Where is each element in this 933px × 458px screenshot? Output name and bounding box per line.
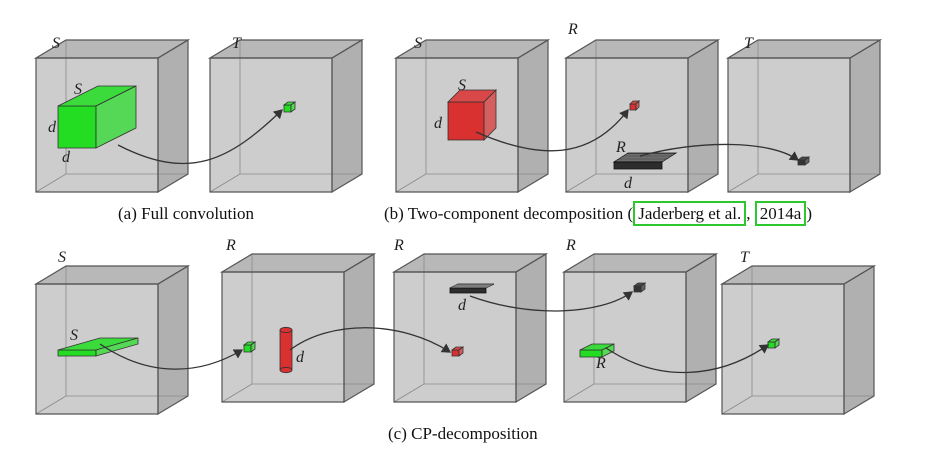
arrow-b-2	[639, 143, 800, 161]
kernel-red-slab	[447, 89, 497, 141]
label-a-input-S: S	[52, 35, 60, 52]
caption-two-component-suffix: )	[806, 204, 812, 223]
caption-full-convolution: (a) Full convolution	[118, 204, 254, 223]
caption-two-component-sep: ,	[746, 204, 755, 223]
kernel-green-bar-2	[579, 343, 615, 358]
voxel-c-r1-green	[242, 341, 257, 353]
kernel-dark-bar	[449, 283, 495, 294]
label-b-kernel-d: d	[434, 115, 443, 132]
citation-link-authors[interactable]: Jaderberg et al.	[633, 201, 747, 226]
label-c-input-S: S	[58, 249, 66, 266]
label-c-cyl-d: d	[296, 349, 305, 366]
tensor-box-c-r3	[561, 252, 719, 404]
label-b-middle-R: R	[567, 21, 578, 38]
label-a-kernel-d-side: d	[48, 119, 57, 136]
label-b-kernel-S: S	[458, 77, 466, 94]
label-b-output-T: T	[744, 35, 754, 52]
full-kernel-green	[57, 85, 137, 149]
arrow-c-1	[99, 343, 244, 370]
output-voxel-b	[796, 156, 811, 166]
arrow-a	[117, 109, 283, 165]
tensor-box-c-output	[719, 264, 877, 416]
citation-link-year[interactable]: 2014a	[754, 201, 807, 226]
kernel-red-cylinder	[279, 326, 293, 374]
arrow-b-1	[475, 108, 629, 152]
label-b-slab-d: d	[624, 175, 633, 192]
arrow-c-3	[469, 291, 634, 312]
caption-two-component-prefix: (b) Two-component decomposition (	[384, 204, 634, 223]
voxel-c-r2-red	[450, 346, 465, 357]
label-c-r1-R: R	[225, 237, 236, 254]
output-voxel-c	[766, 338, 781, 349]
label-b-slab-R: R	[615, 139, 626, 156]
label-c-r3-R: R	[565, 237, 576, 254]
intermediate-voxel-red	[629, 100, 640, 111]
caption-cp-decomposition: (c) CP-decomposition	[388, 424, 538, 443]
label-a-output-T: T	[232, 35, 242, 52]
kernel-dark-slab	[612, 152, 678, 170]
kernel-green-bar	[57, 337, 139, 357]
arrow-c-2	[289, 327, 452, 353]
voxel-c-r3-dark	[632, 282, 647, 293]
output-voxel-a	[282, 101, 297, 113]
label-a-kernel-S: S	[74, 81, 82, 98]
label-c-kernel-S: S	[70, 327, 78, 344]
tensor-box-c-input	[33, 264, 191, 416]
tensor-box-c-r2	[391, 252, 549, 404]
tensor-box-b-output	[725, 38, 883, 194]
label-c-bar2-R: R	[595, 355, 606, 372]
label-c-r2-R: R	[393, 237, 404, 254]
tensor-box-a-output	[207, 38, 365, 194]
caption-two-component: (b) Two-component decomposition (Jaderbe…	[384, 201, 812, 226]
arrow-c-4	[605, 344, 770, 374]
label-c-output-T: T	[740, 249, 750, 266]
label-b-input-S: S	[414, 35, 422, 52]
label-a-kernel-d-bottom: d	[62, 149, 71, 166]
label-c-bar-d: d	[458, 297, 467, 314]
